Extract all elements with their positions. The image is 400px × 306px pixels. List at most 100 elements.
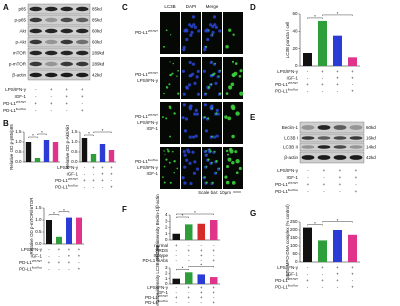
condition-label: IGF-1: [286, 175, 298, 180]
condition-label-text: PD-L1: [3, 108, 16, 113]
y-tick-label: 50: [292, 251, 298, 256]
row-label-sup: WT/WT: [148, 71, 158, 75]
blot-band: [76, 61, 89, 67]
y-tick-label: 20: [292, 46, 298, 51]
nucleus: [183, 165, 187, 169]
blot-band: [45, 39, 58, 45]
nucleus: [181, 69, 185, 73]
bar: [52, 142, 59, 162]
band-size: 14kd: [366, 145, 376, 150]
row-label: IGF-1: [146, 171, 158, 176]
blot-band: [45, 28, 58, 34]
nucleus: [195, 167, 200, 171]
nucleus: [193, 25, 197, 29]
y-tick-label: 1.0: [15, 139, 22, 144]
condition-label-sup: WT/WT: [288, 81, 298, 85]
puncta: [176, 167, 179, 170]
nucleus: [188, 161, 192, 165]
panel-label: B: [3, 119, 9, 128]
condition-sign: -: [58, 254, 60, 259]
nucleus: [208, 23, 213, 27]
condition-sign: +: [110, 172, 113, 177]
y-tick-label: 0.0: [71, 159, 78, 164]
band-size: 16kd: [366, 136, 376, 141]
condition-sign: +: [187, 248, 190, 253]
bar: [172, 278, 180, 284]
blot-band: [29, 28, 42, 34]
condition-label: PD-L1flox/flox: [3, 107, 26, 113]
row-label-text: PD-L1: [135, 159, 148, 164]
condition-label: Isotype: [153, 253, 168, 258]
condition-label-text: LPS/IFN-γ: [57, 165, 79, 170]
nucleus: [196, 92, 201, 96]
condition-label-text: PD-L1: [19, 267, 32, 272]
y-tick-label: 0: [165, 237, 168, 242]
blot-band: [29, 6, 42, 12]
significance-bracket: [48, 214, 60, 216]
puncta: [219, 69, 221, 72]
significance-bracket: [307, 224, 323, 226]
puncta: [165, 158, 168, 161]
significance-bracket: [58, 211, 70, 213]
blot-band: [45, 6, 58, 12]
condition-label-text: PD-L1: [275, 89, 288, 94]
condition-label-text: PD-L1: [145, 300, 158, 305]
condition-sign: -: [322, 89, 324, 94]
puncta: [234, 62, 238, 65]
condition-label: IGF-1: [156, 290, 168, 295]
micrograph: [181, 147, 201, 189]
y-axis-title: Relative OD p-p85/p85: [9, 124, 14, 170]
panel-label: D: [250, 3, 256, 12]
puncta: [213, 72, 216, 75]
puncta: [226, 153, 229, 156]
puncta: [164, 154, 166, 156]
row-label: PD-L1WT/WT: [135, 29, 158, 35]
condition-sign: -: [48, 254, 50, 259]
bar: [43, 140, 50, 162]
puncta: [225, 92, 229, 95]
condition-label-text: LPS/IFN-γ: [277, 265, 299, 270]
condition-sign: +: [175, 243, 178, 248]
y-tick-label: 1: [165, 231, 168, 236]
puncta: [207, 117, 210, 120]
condition-sign: +: [321, 265, 324, 270]
condition-sign: +: [212, 258, 215, 263]
puncta: [239, 91, 244, 96]
significance-star: *: [182, 265, 184, 270]
condition-label: IGF-1: [286, 272, 298, 277]
condition-sign: +: [339, 182, 342, 187]
puncta: [231, 73, 235, 77]
y-axis-title: Relative intensity LC3B-II/LC3B-I: [155, 243, 160, 306]
y-tick-label: 3: [165, 218, 168, 223]
bar: [303, 227, 312, 262]
puncta: [165, 29, 168, 32]
condition-label: PD-L1flox/flox: [275, 188, 298, 194]
band-size: 42kd: [366, 155, 376, 160]
bar: [210, 277, 218, 284]
puncta: [203, 116, 206, 119]
condition-label-text: PD-L1 mAbs: [142, 258, 168, 263]
condition-label-sup: flox/flox: [68, 183, 79, 187]
significance-bracket: [188, 266, 214, 268]
condition-label-text: IGF-1: [286, 175, 298, 180]
condition-sign: +: [101, 178, 104, 183]
bar: [197, 274, 205, 284]
condition-sign: +: [336, 265, 339, 270]
protein-name: mTOR: [13, 51, 27, 56]
condition-sign: +: [200, 290, 203, 295]
blot-band: [301, 155, 315, 160]
condition-sign: +: [200, 248, 203, 253]
bar: [348, 57, 357, 66]
significance-star: *: [314, 14, 316, 19]
condition-sign: -: [51, 108, 53, 113]
bar: [185, 224, 193, 240]
significance-star: *: [314, 221, 316, 226]
condition-sign: -: [48, 267, 50, 272]
condition-sign: +: [351, 76, 354, 81]
significance-star: *: [194, 210, 196, 215]
condition-sign: -: [102, 185, 104, 190]
puncta: [235, 111, 240, 116]
blot-band: [76, 72, 89, 78]
condition-sign: -: [355, 182, 357, 187]
bar: [81, 138, 88, 162]
